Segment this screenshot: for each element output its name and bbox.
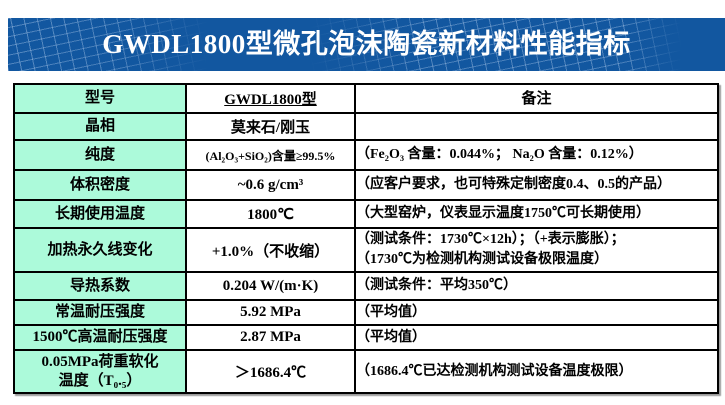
spec-remark: （大型窑炉，仪表显示温度1750℃可长期使用）	[354, 199, 719, 229]
spec-label: 加热永久线变化	[13, 227, 187, 273]
table-row: 常温耐压强度 5.92 MPa （平均值）	[13, 299, 719, 326]
col-header-model: 型号	[13, 83, 187, 114]
spec-remark: （应客户要求，也可特殊定制密度0.4、0.5的产品）	[354, 169, 719, 201]
title-banner: GWDL1800型微孔泡沫陶瓷新材料性能指标	[8, 18, 725, 71]
table-row: 加热永久线变化 +1.0%（不收缩） （测试条件：1730℃×12h）；（+表示…	[13, 227, 719, 273]
spec-label: 1500℃高温耐压强度	[13, 324, 187, 351]
spec-value: ~0.6 g/cm³	[185, 169, 356, 201]
table-row: 长期使用温度 1800℃ （大型窑炉，仪表显示温度1750℃可长期使用）	[13, 199, 719, 229]
spec-label: 长期使用温度	[13, 199, 187, 229]
spec-remark: （Fe₂O₃ 含量：0.044%； Na₂O 含量：0.12%）	[354, 139, 719, 171]
table-row: 纯度 (Al₂O₃+SiO₂)含量≥99.5% （Fe₂O₃ 含量：0.044%…	[13, 139, 719, 171]
spec-label: 0.05MPa荷重软化 温度（T₀.₅）	[13, 349, 187, 394]
spec-remark: （测试条件：平均350℃）	[354, 271, 719, 301]
table-header-row: 型号 GWDL1800型 备注	[13, 83, 719, 114]
mesh-texture	[8, 18, 725, 71]
spec-remark: （平均值）	[354, 324, 719, 351]
spec-value: 莫来石/刚玉	[185, 112, 356, 141]
table-row: 晶相 莫来石/刚玉	[13, 112, 719, 141]
table-row: 体积密度 ~0.6 g/cm³ （应客户要求，也可特殊定制密度0.4、0.5的产…	[13, 169, 719, 201]
spec-table: 型号 GWDL1800型 备注 晶相 莫来石/刚玉 纯度 (Al₂O₃+SiO₂…	[13, 83, 719, 394]
spec-label: 晶相	[13, 112, 187, 141]
spec-value: 5.92 MPa	[185, 299, 356, 326]
spec-remark: （测试条件：1730℃×12h）；（+表示膨胀）； （1730℃为检测机构测试设…	[354, 227, 719, 273]
table-row: 导热系数 0.204 W/(m·K) （测试条件：平均350℃）	[13, 271, 719, 301]
spec-label: 纯度	[13, 139, 187, 171]
spec-remark: （平均值）	[354, 299, 719, 326]
spec-value: +1.0%（不收缩）	[185, 227, 356, 273]
spec-label: 导热系数	[13, 271, 187, 301]
page-title: GWDL1800型微孔泡沫陶瓷新材料性能指标	[102, 29, 631, 59]
spec-value: (Al₂O₃+SiO₂)含量≥99.5%	[185, 139, 356, 171]
spec-remark: （1686.4℃已达检测机构测试设备温度极限）	[354, 349, 719, 394]
table-row: 1500℃高温耐压强度 2.87 MPa （平均值）	[13, 324, 719, 351]
spec-value: 0.204 W/(m·K)	[185, 271, 356, 301]
spec-value: 2.87 MPa	[185, 324, 356, 351]
spec-value: ＞1686.4℃	[185, 349, 356, 394]
col-header-model-value: GWDL1800型	[185, 83, 356, 114]
table-row: 0.05MPa荷重软化 温度（T₀.₅） ＞1686.4℃ （1686.4℃已达…	[13, 349, 719, 394]
spec-label: 常温耐压强度	[13, 299, 187, 326]
spec-remark	[354, 112, 719, 141]
spec-value: 1800℃	[185, 199, 356, 229]
spec-label: 体积密度	[13, 169, 187, 201]
col-header-remark: 备注	[354, 83, 719, 114]
